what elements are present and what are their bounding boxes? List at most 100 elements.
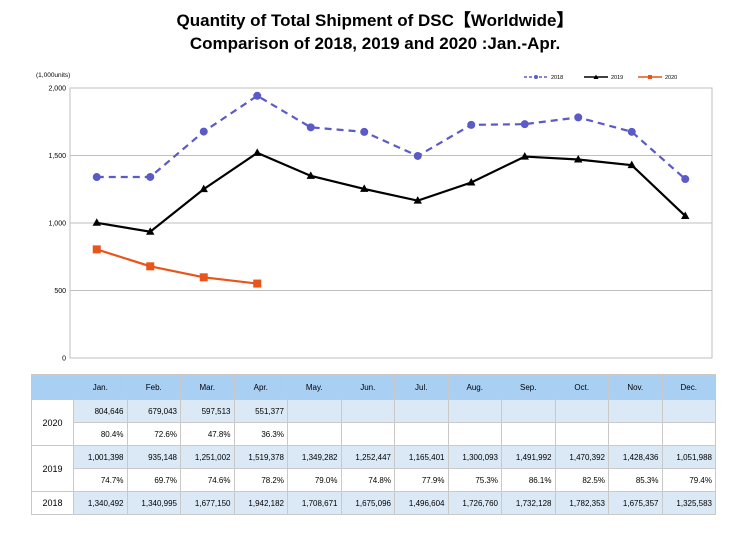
table-row: 74.7% 69.7% 74.6% 78.2% 79.0% 74.8% 77.9% 75.3%… (32, 468, 716, 492)
data-point-2018 (146, 172, 155, 181)
quantity-cell: 1,677,150 (180, 491, 235, 515)
legend-marker (648, 75, 652, 79)
quantity-cell: 1,051,988 (661, 445, 716, 469)
series-group (92, 91, 690, 288)
ratio-cell: 69.7% (126, 468, 181, 492)
series-line-2020 (96, 248, 258, 285)
month-header: Oct. (554, 374, 609, 400)
data-point-2020 (146, 262, 155, 271)
data-point-2019 (520, 152, 529, 160)
series-line-2018 (96, 94, 686, 180)
legend-item-2019: 2019 (584, 74, 623, 81)
data-point-2019 (92, 218, 101, 226)
chart-title-line-2: Comparison of 2018, 2019 and 2020 :Jan.-… (189, 34, 561, 53)
month-header: Dec. (661, 374, 716, 400)
data-point-2019 (360, 184, 369, 192)
quantity-cell: 1,340,492 (73, 491, 128, 515)
data-point-2019 (199, 184, 208, 193)
series-2020 (92, 245, 262, 288)
data-point-2019 (413, 196, 422, 204)
legend-marker (593, 74, 599, 79)
data-point-2018 (253, 91, 262, 100)
quantity-cell: 1,675,096 (340, 491, 395, 515)
ratio-cell (661, 422, 716, 446)
quantity-cell: 1,340,995 (126, 491, 181, 515)
ratio-cell: 82.5% (554, 468, 609, 492)
chart-title-line-1: Quantity of Total Shipment of DSC【Worldw… (176, 11, 574, 30)
quantity-cell (661, 399, 716, 423)
quantity-cell: 1,732,128 (501, 491, 556, 515)
line-chart: 0 500 1,000 1,500 2,000 2018 2019 2020 (1,000u… (36, 72, 713, 363)
ratio-cell: 77.9% (394, 468, 449, 492)
quantity-cell: 1,942,182 (233, 491, 288, 515)
legend-label: 2019 (611, 75, 623, 81)
year-label: 2020 (31, 399, 74, 446)
ratio-cell: 72.6% (126, 422, 181, 446)
quantity-cell (608, 399, 663, 423)
quantity-cell (287, 399, 342, 423)
ratio-cell: 74.6% (180, 468, 235, 492)
data-point-2019 (574, 154, 583, 163)
ratio-cell: 75.3% (447, 468, 502, 492)
quantity-cell (554, 399, 609, 423)
month-header: Mar. (180, 374, 235, 400)
data-point-2019 (681, 211, 690, 219)
quantity-cell: 597,513 (180, 399, 235, 423)
year-label: 2018 (31, 491, 74, 515)
quantity-cell (340, 399, 395, 423)
data-point-2018 (467, 120, 476, 129)
month-header: Jul. (394, 374, 449, 400)
ratio-cell: 79.4% (661, 468, 716, 492)
data-point-2019 (467, 177, 476, 186)
table-corner-cell (31, 374, 74, 400)
quantity-cell: 1,726,760 (447, 491, 502, 515)
quantity-cell: 1,470,392 (554, 445, 609, 469)
y-tick-label: 2,000 (48, 86, 66, 93)
quantity-cell: 1,165,401 (394, 445, 449, 469)
data-point-2018 (92, 173, 101, 182)
data-point-2020 (253, 279, 262, 288)
ratio-cell: 79.0% (287, 468, 342, 492)
ratio-cell (447, 422, 502, 446)
data-point-2018 (681, 175, 690, 184)
data-point-2020 (92, 245, 101, 254)
month-header: Sep. (501, 374, 556, 400)
legend-item-2020: 2020 (638, 75, 677, 81)
table-header-row: Jan. Feb. Mar. Apr. May. Jun. Jul. Aug. Sep. Oct.… (31, 374, 716, 400)
ratio-cell (340, 422, 395, 446)
ratio-cell: 74.8% (340, 468, 395, 492)
quantity-cell: 1,491,992 (501, 445, 556, 469)
series-2019 (92, 148, 690, 235)
quantity-cell: 1,349,282 (287, 445, 342, 469)
month-header: Apr. (233, 374, 288, 400)
quantity-cell: 935,148 (126, 445, 181, 469)
year-label: 2019 (31, 445, 74, 492)
series-line-2019 (96, 151, 687, 233)
quantity-cell: 804,646 (73, 399, 128, 423)
data-point-2018 (627, 127, 636, 136)
data-point-2019 (627, 160, 636, 169)
quantity-cell (394, 399, 449, 423)
quantity-cell: 1,325,583 (661, 491, 716, 515)
y-tick-label: 0 (62, 356, 66, 363)
y-tick-label: 1,500 (48, 153, 66, 160)
quantity-cell: 1,300,093 (447, 445, 502, 469)
quantity-cell: 1,251,002 (180, 445, 235, 469)
quantity-cell: 1,782,353 (554, 491, 609, 515)
ratio-cell: 78.2% (233, 468, 288, 492)
data-point-2019 (146, 227, 155, 235)
month-header: Feb. (126, 374, 181, 400)
quantity-cell: 551,377 (233, 399, 288, 423)
data-point-2019 (306, 171, 315, 179)
y-axis: 0 500 1,000 1,500 2,000 (48, 86, 66, 363)
ratio-cell: 86.1% (501, 468, 556, 492)
legend: 2018 2019 2020 (524, 74, 677, 81)
legend-label: 2018 (551, 75, 563, 81)
ratio-cell (394, 422, 449, 446)
data-table: Jan. Feb. Mar. Apr. May. Jun. Jul. Aug. Sep. Oct.… (31, 374, 716, 515)
month-header: Jan. (73, 374, 128, 400)
table-row: 2018 1,340,492 1,340,995 1,677,150 1,942,182… (31, 491, 716, 515)
month-header: May. (287, 374, 342, 400)
legend-label: 2020 (665, 75, 677, 81)
quantity-cell: 1,675,357 (608, 491, 663, 515)
